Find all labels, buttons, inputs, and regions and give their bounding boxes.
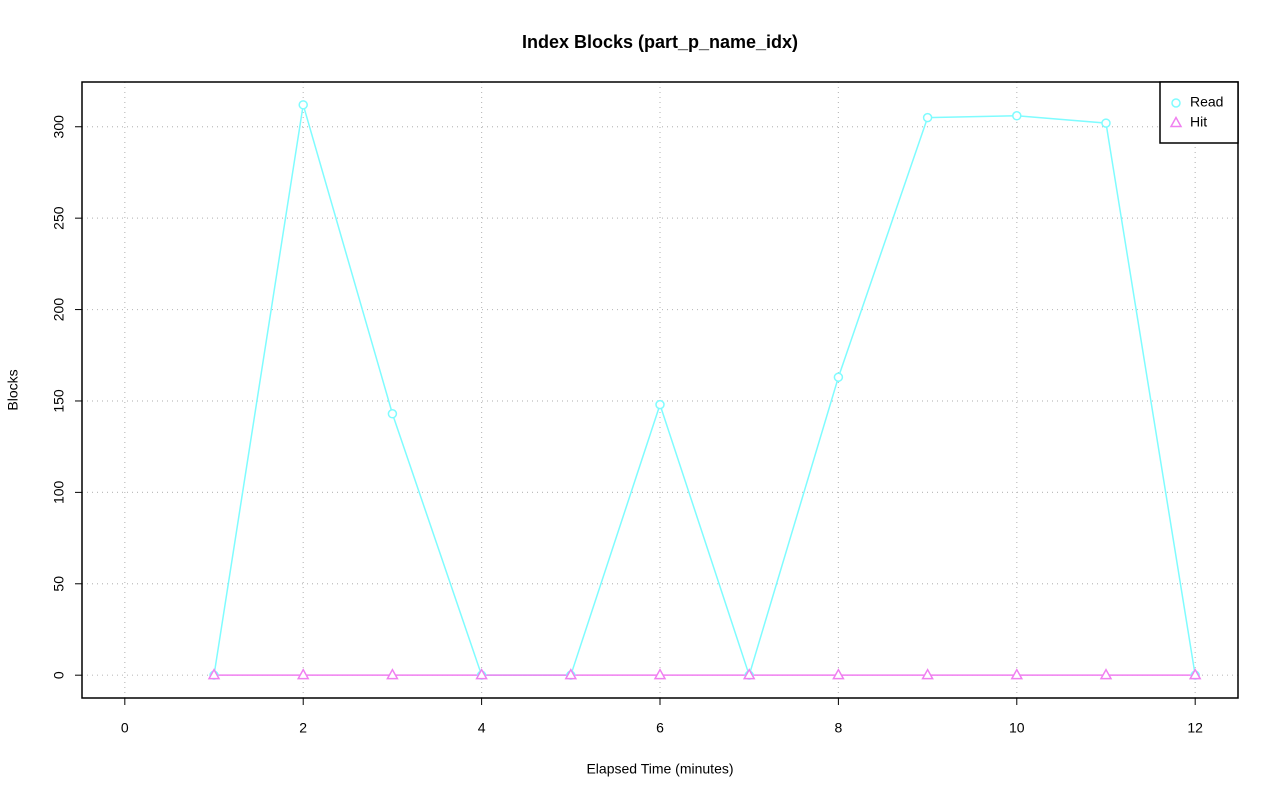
point: [655, 399, 665, 410]
x-tick-label: 4: [478, 720, 486, 736]
point: [296, 668, 310, 680]
point: [475, 668, 488, 680]
point: [1188, 668, 1202, 680]
x-tick-label: 10: [1009, 720, 1025, 736]
plot-border: [81, 81, 1239, 699]
point: [921, 668, 934, 680]
x-tick-label: 2: [299, 720, 307, 736]
point: [1010, 668, 1024, 680]
point: [1012, 111, 1022, 121]
legend-box: [1159, 81, 1239, 144]
point: [1101, 118, 1111, 128]
point: [298, 100, 308, 110]
point: [833, 372, 844, 382]
point: [832, 668, 845, 680]
y-tick-label: 300: [51, 115, 67, 139]
legend-label: Hit: [1190, 114, 1207, 130]
legend-label: Read: [1190, 94, 1223, 110]
y-tick-label: 200: [51, 298, 67, 322]
y-axis-label: Blocks: [5, 369, 21, 410]
point: [564, 668, 578, 680]
y-tick-label: 150: [51, 389, 67, 413]
legend-marker: [1171, 98, 1181, 108]
y-tick-label: 250: [51, 206, 67, 230]
series-line: [213, 104, 1196, 678]
point: [1099, 668, 1113, 680]
point: [653, 668, 667, 680]
x-tick-label: 8: [834, 720, 842, 736]
y-tick-label: 50: [51, 576, 67, 592]
legend-marker: [1169, 115, 1183, 128]
x-tick-label: 12: [1187, 720, 1203, 736]
x-axis-label: Elapsed Time (minutes): [586, 761, 733, 777]
point: [386, 668, 399, 680]
chart-title: Index Blocks (part_p_name_idx): [522, 32, 798, 52]
point: [742, 668, 756, 680]
point: [387, 409, 398, 419]
x-tick-label: 0: [121, 720, 129, 736]
y-tick-label: 100: [51, 480, 67, 504]
y-tick-label: 0: [51, 671, 67, 679]
x-tick-label: 6: [656, 720, 664, 736]
point: [207, 668, 221, 680]
point: [922, 112, 933, 123]
